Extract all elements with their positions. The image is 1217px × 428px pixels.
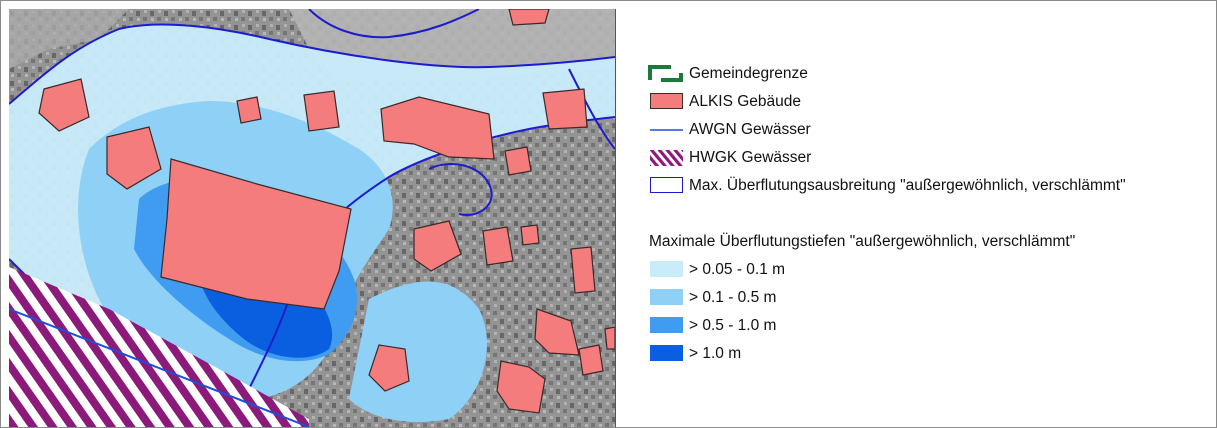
legend-label-depth-2: > 0.1 - 0.5 m (689, 289, 777, 306)
building-swatch-icon (647, 91, 685, 113)
legend-item-hwgk: HWGK Gewässer (647, 147, 811, 169)
legend-item-gemeindegrenze: Gemeindegrenze (647, 63, 808, 85)
water-line-icon (647, 119, 685, 141)
legend-item-depth-1: > 0.05 - 0.1 m (647, 259, 785, 281)
legend-item-depth-2: > 0.1 - 0.5 m (647, 287, 776, 309)
flood-map (9, 9, 616, 427)
legend-label-awgn: AWGN Gewässer (689, 121, 811, 138)
depth-swatch-icon (647, 343, 685, 365)
legend-label-gemeindegrenze: Gemeindegrenze (689, 65, 808, 82)
legend-item-awgn: AWGN Gewässer (647, 119, 811, 141)
depth-swatch-icon (647, 287, 685, 309)
alkis-buildings (38, 9, 615, 414)
legend-item-alkis: ALKIS Gebäude (647, 91, 801, 113)
legend-label-hwgk: HWGK Gewässer (689, 149, 812, 166)
depth-legend-heading: Maximale Überflutungstiefen "außergewöhn… (649, 233, 1076, 250)
depth-swatch-icon (647, 259, 685, 281)
awgn-water-line (9, 308, 310, 427)
legend-label-max-extent: Max. Überflutungsausbreitung "außergewöh… (689, 177, 1126, 194)
legend-label-depth-1: > 0.05 - 0.1 m (689, 261, 786, 278)
legend-item-depth-4: > 1.0 m (647, 343, 741, 365)
legend-item-max-extent: Max. Überflutungsausbreitung "außergewöh… (647, 175, 1126, 197)
depth-swatch-icon (647, 315, 685, 337)
legend-label-alkis: ALKIS Gebäude (689, 93, 802, 110)
hatched-water-icon (647, 147, 685, 169)
legend-label-depth-3: > 0.5 - 1.0 m (689, 317, 777, 334)
extent-outline-icon (647, 175, 685, 197)
legend-item-depth-3: > 0.5 - 1.0 m (647, 315, 776, 337)
municipal-boundary-icon (647, 63, 685, 85)
legend-label-depth-4: > 1.0 m (689, 345, 742, 362)
